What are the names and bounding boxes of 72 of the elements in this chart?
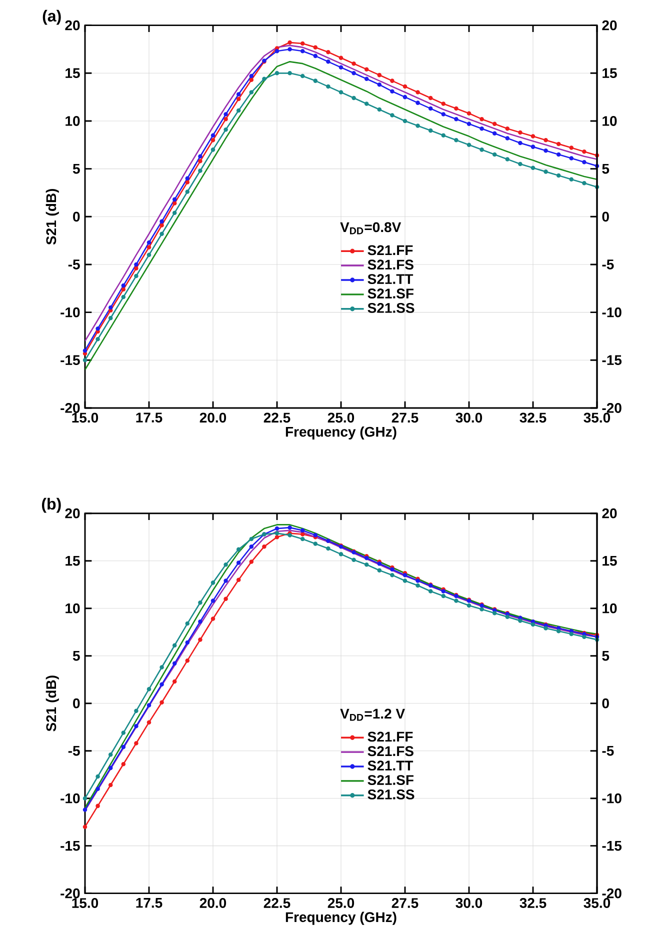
y-tick-label: 20 <box>65 508 80 518</box>
x-axis-title: Frequency (GHz) <box>286 912 396 925</box>
legend-label: S21.FF <box>368 245 413 256</box>
legend-title: V$_{DD}$=0.8V <box>340 222 402 234</box>
y-tick-label: -5 <box>68 260 80 270</box>
x-tick-label: 25.0 <box>328 898 354 908</box>
y-axis-title: S21 (dB) <box>46 188 59 245</box>
y-tick-label: 5 <box>72 650 80 661</box>
y2-tick-label: 15 <box>602 556 617 566</box>
y2-tick-label: -20 <box>602 888 622 898</box>
y2-tick-label: -10 <box>602 793 622 804</box>
x-tick-label: 35.0 <box>584 412 610 423</box>
y2-tick-label: 5 <box>602 164 610 174</box>
x-tick-label: 35.0 <box>584 898 610 908</box>
y-tick-label: -10 <box>60 307 80 318</box>
y2-tick-label: 0 <box>602 698 609 708</box>
y-tick-label: -20 <box>60 403 80 413</box>
x-tick-label: 15.0 <box>72 412 98 423</box>
y2-tick-label: 0 <box>602 212 609 222</box>
y2-tick-label: 10 <box>602 603 617 614</box>
legend-label: S21.SS <box>368 790 414 800</box>
y2-tick-label: -15 <box>602 840 622 851</box>
x-tick-label: 32.5 <box>520 898 546 908</box>
y-tick-label: 10 <box>66 116 80 126</box>
x-tick-label: 27.5 <box>392 898 418 908</box>
chart-title: (a) <box>42 10 61 25</box>
y-tick-label: -15 <box>60 840 80 851</box>
x-tick-label: 25.0 <box>328 412 354 423</box>
y-tick-label: -20 <box>60 888 80 898</box>
x-tick-label: 30.0 <box>456 898 482 908</box>
y2-tick-label: 5 <box>602 650 610 661</box>
x-tick-label: 27.5 <box>392 412 418 423</box>
x-tick-label: 22.5 <box>264 412 290 423</box>
legend-label: S21.FF <box>368 732 413 742</box>
y2-tick-label: -5 <box>602 260 614 270</box>
legend-label: S21.SF <box>368 775 414 785</box>
y2-tick-label: -10 <box>602 307 622 318</box>
y2-tick-label: 20 <box>602 508 617 518</box>
y-tick-label: -15 <box>60 355 80 366</box>
legend-title: V$_{DD}$=1.2 V <box>340 708 405 721</box>
y-tick-label: 5 <box>72 164 80 174</box>
y2-tick-label: 20 <box>602 20 617 30</box>
legend-label: S21.TT <box>368 274 414 284</box>
y-tick-label: 15 <box>66 556 80 566</box>
x-tick-label: 30.0 <box>456 412 482 423</box>
y-tick-label: 10 <box>66 603 80 614</box>
y2-tick-label: -5 <box>602 746 614 756</box>
y-tick-label: 15 <box>66 68 80 78</box>
x-tick-label: 22.5 <box>264 898 290 908</box>
legend-label: S21.TT <box>368 760 414 771</box>
y-tick-label: -10 <box>60 793 80 804</box>
chart-title: (b) <box>42 498 61 513</box>
x-tick-label: 17.5 <box>136 412 162 422</box>
y-axis-title: S21 (dB) <box>46 676 59 732</box>
y2-tick-label: 15 <box>602 68 617 78</box>
y2-tick-label: 10 <box>602 116 617 126</box>
x-tick-label: 15.0 <box>72 898 98 908</box>
x-axis-title: Frequency (GHz) <box>286 426 396 440</box>
y2-tick-label: -15 <box>602 355 622 366</box>
legend-label: S21.FS <box>368 746 414 756</box>
legend-label: S21.SF <box>368 288 414 298</box>
y-tick-label: -5 <box>68 746 80 756</box>
y2-tick-label: -20 <box>602 403 622 413</box>
x-tick-label: 32.5 <box>520 412 546 423</box>
x-tick-label: 20.0 <box>200 412 226 423</box>
x-tick-label: 17.5 <box>136 898 162 908</box>
y-tick-label: 0 <box>73 698 80 708</box>
y-tick-label: 20 <box>65 20 80 30</box>
legend-label: S21.SS <box>368 302 414 313</box>
legend-label: S21.FS <box>368 260 414 270</box>
x-tick-label: 20.0 <box>200 898 226 908</box>
y-tick-label: 0 <box>73 212 80 222</box>
